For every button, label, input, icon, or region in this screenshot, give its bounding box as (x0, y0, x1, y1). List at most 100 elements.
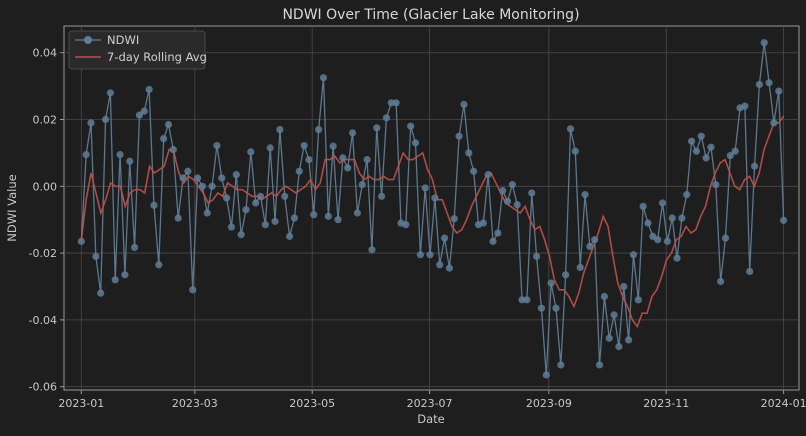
legend-rolling-avg-label: 7-day Rolling Avg (107, 50, 207, 64)
ndwi-point (687, 137, 696, 145)
x-tick-label: 2023-11 (643, 397, 689, 410)
ndwi-point (702, 154, 710, 162)
ndwi-point (339, 154, 347, 162)
ndwi-point (319, 74, 328, 82)
ndwi-point (189, 286, 197, 294)
ndwi-point (770, 119, 778, 127)
ndwi-point (717, 277, 725, 286)
ndwi-point (407, 122, 415, 130)
ndwi-point (242, 206, 250, 214)
ndwi-point (92, 252, 100, 261)
legend: NDWI 7-day Rolling Avg (68, 30, 207, 70)
ndwi-point (440, 234, 449, 242)
ndwi-point (678, 214, 686, 222)
ndwi-point (581, 191, 589, 199)
ndwi-point (208, 182, 216, 190)
ndwi-point (193, 174, 202, 182)
ndwi-point (285, 232, 294, 240)
ndwi-point (223, 194, 231, 202)
x-tick-label: 2023-01 (58, 397, 104, 410)
ndwi-point (82, 150, 90, 159)
ndwi-point (591, 236, 599, 244)
ndwi-point (101, 115, 110, 124)
ndwi-point (780, 216, 788, 224)
ndwi-point (261, 221, 269, 229)
ndwi-point (470, 167, 478, 175)
ndwi-point (121, 271, 129, 279)
ndwi-point (523, 296, 531, 304)
ndwi-point (160, 134, 168, 143)
ndwi-point (116, 150, 124, 159)
x-axis-title: Date (417, 412, 445, 426)
ndwi-point (300, 141, 308, 150)
ndwi-point (373, 124, 381, 132)
ndwi-point (620, 282, 628, 291)
ndwi-point (111, 276, 119, 284)
ndwi-point (174, 214, 182, 222)
ndwi-point (460, 100, 468, 109)
x-tick-label: 2023-07 (407, 397, 453, 410)
ndwi-point (668, 214, 676, 222)
ndwi-point (203, 209, 211, 217)
ndwi-point (271, 217, 279, 225)
ndwi-point (547, 279, 555, 287)
ndwi-point (324, 212, 332, 220)
ndwi-point (542, 371, 550, 379)
x-tick-label: 2023-09 (526, 397, 572, 410)
ndwi-point (218, 174, 226, 182)
ndwi-point (252, 199, 260, 207)
ndwi-point (503, 197, 512, 205)
ndwi-point (140, 107, 148, 115)
ndwi-point (426, 251, 434, 259)
ndwi-point (571, 147, 579, 155)
ndwi-point (600, 292, 609, 301)
ndwi-point (726, 151, 734, 160)
ndwi-point (310, 211, 318, 219)
ndwi-point (586, 242, 594, 250)
ndwi-point (378, 192, 386, 200)
y-tick-label: 0.00 (33, 180, 58, 193)
ndwi-point (663, 237, 671, 245)
x-tick-labels: 2023-01 2023-03 2023-05 2023-07 2023-09 2023-… (58, 390, 806, 410)
ndwi-point (227, 223, 236, 231)
ndwi-point (639, 202, 647, 210)
ndwi-point (150, 201, 158, 209)
ndwi-point (436, 261, 444, 269)
plot-area (63, 25, 800, 391)
ndwi-point (431, 194, 439, 202)
ndwi-point (712, 181, 720, 189)
series-layer (77, 39, 788, 379)
ndwi-point (237, 231, 245, 239)
ndwi-point (697, 132, 705, 140)
ndwi-point (126, 157, 134, 165)
ndwi-point (707, 143, 715, 151)
ndwi-point (683, 191, 691, 199)
ndwi-point (775, 87, 783, 95)
ndwi-point (382, 114, 391, 122)
ndwi-point (402, 221, 410, 229)
y-tick-label: 0.02 (33, 114, 58, 127)
ndwi-point (305, 155, 313, 164)
ndwi-point (465, 149, 473, 157)
ndwi-point (145, 85, 153, 94)
legend-ndwi-marker (84, 36, 92, 44)
x-gridlines (80, 26, 785, 390)
ndwi-point (281, 192, 289, 200)
y-tick-label: -0.02 (29, 247, 57, 260)
ndwi-point (87, 119, 95, 127)
legend-ndwi-label: NDWI (107, 33, 139, 47)
ndwi-point (760, 39, 768, 47)
ndwi-point (247, 148, 255, 156)
ndwi-point (179, 174, 187, 182)
ndwi-point (557, 361, 565, 369)
y-tick-label: 0.04 (33, 47, 58, 60)
ndwi-point (184, 167, 192, 175)
ndwi-point (755, 80, 763, 89)
ndwi-point (411, 139, 420, 147)
ndwi-point (344, 164, 352, 172)
ndwi-point (198, 182, 206, 190)
x-tick-label: 2023-03 (172, 397, 218, 410)
ndwi-point (499, 187, 507, 195)
ndwi-point (644, 219, 652, 227)
